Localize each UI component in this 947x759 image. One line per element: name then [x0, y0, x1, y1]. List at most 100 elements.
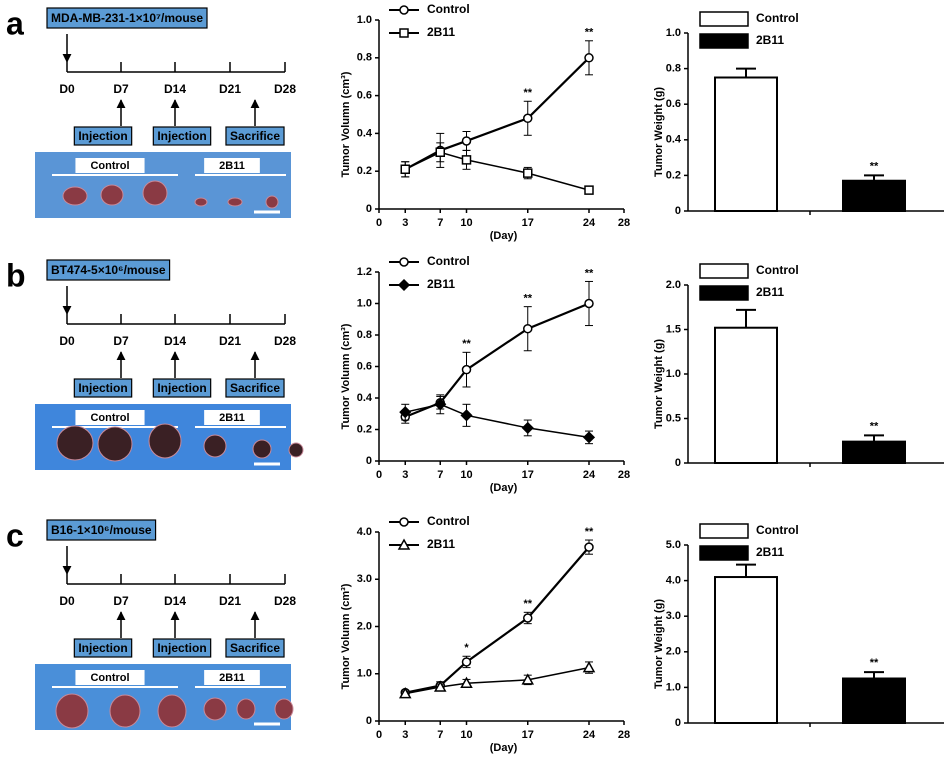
event-label: Injection: [157, 129, 206, 143]
y-tick-label: 0: [675, 717, 681, 729]
y-tick-label: 5.0: [666, 539, 681, 551]
tumor: [142, 180, 168, 206]
legend-label: 2B11: [427, 277, 455, 291]
series-line: [404, 302, 590, 418]
series-line: [404, 57, 590, 171]
bar: [842, 677, 906, 724]
row: a MDA-MB-231-1×10⁷/mouse D0 D7 D14 D21 D28 Inje…: [6, 2, 944, 242]
y-tick-label: 2.0: [357, 620, 372, 632]
y-tick-label: 1.0: [357, 297, 372, 309]
significance: **: [870, 420, 879, 432]
event-box: [152, 126, 212, 146]
y-tick-label: 1.2: [357, 266, 372, 278]
x-tick-label: 0: [376, 217, 382, 229]
photo-label: Control: [90, 160, 129, 172]
event-label: Injection: [78, 129, 127, 143]
y-axis-label: Tumor Weight (g): [653, 599, 665, 689]
tumor: [288, 442, 304, 458]
x-tick-label: 10: [460, 729, 472, 741]
marker: [398, 687, 412, 699]
series-line: [405, 546, 590, 694]
tumor: [56, 425, 94, 461]
y-tick-label: 2.0: [666, 279, 681, 291]
error-bar: [736, 308, 756, 328]
tumor: [55, 693, 89, 729]
y-tick-label: 0: [675, 457, 681, 469]
marker: [584, 53, 594, 63]
bar: [714, 76, 778, 212]
photo-label-box: [204, 158, 260, 173]
tumor: [97, 426, 133, 462]
tumor: [236, 698, 256, 720]
x-tick-label: 24: [583, 217, 596, 229]
y-tick-label: 1.0: [666, 681, 681, 693]
marker: [584, 185, 594, 195]
y-tick-label: 0.2: [357, 165, 372, 177]
photo-label-box: [204, 410, 260, 425]
legend-label: 2B11: [756, 545, 784, 559]
y-tick-label: 3.0: [357, 573, 372, 585]
legend-label: Control: [756, 11, 799, 25]
timeline-label: D7: [113, 594, 129, 608]
marker: [461, 136, 472, 146]
y-tick-label: 1.5: [666, 323, 681, 335]
marker: [397, 538, 411, 550]
event-box: [152, 378, 212, 398]
legend-label: 2B11: [427, 537, 455, 551]
x-tick-label: 28: [618, 729, 630, 741]
x-axis-label: (Day): [490, 742, 518, 754]
event-label: Injection: [78, 381, 127, 395]
significance: **: [523, 293, 532, 305]
event-label: Sacrifice: [230, 641, 280, 655]
y-tick-label: 0.8: [666, 63, 681, 75]
tumor: [148, 423, 182, 459]
y-tick-label: 4.0: [357, 526, 372, 538]
y-tick-label: 0.8: [357, 329, 372, 341]
timeline-label: D21: [219, 594, 241, 608]
photo-label: Control: [90, 412, 129, 424]
y-axis-label: Tumor Volumn (cm³): [340, 71, 352, 177]
marker: [523, 323, 533, 334]
marker: [584, 298, 594, 309]
significance: *: [464, 642, 469, 654]
y-tick-label: 4.0: [666, 575, 681, 587]
y-tick-label: 0.2: [666, 169, 681, 181]
cell-line: B16-1×10⁶/mouse: [51, 523, 152, 537]
tumor: [203, 697, 227, 721]
x-tick-label: 10: [460, 469, 472, 481]
marker: [399, 517, 409, 527]
significance: **: [462, 338, 471, 350]
x-tick-label: 17: [522, 217, 534, 229]
legend-label: 2B11: [427, 25, 455, 39]
series-line: [405, 403, 590, 439]
y-axis-label: Tumor Volumn (cm³): [340, 323, 352, 429]
marker: [434, 398, 447, 411]
cell-line-box: [46, 259, 171, 281]
error-bar: [864, 671, 884, 679]
legend-label: 2B11: [756, 285, 784, 299]
marker: [461, 657, 472, 667]
event-box: [73, 638, 133, 658]
tumor: [227, 197, 243, 207]
x-tick-label: 3: [402, 217, 408, 229]
y-tick-label: 0.4: [666, 134, 682, 146]
tumor: [100, 184, 124, 206]
significance: **: [585, 526, 594, 538]
photo-label: 2B11: [219, 412, 245, 424]
legend-label: Control: [756, 263, 799, 277]
legend-label: Control: [427, 2, 470, 16]
x-tick-label: 17: [522, 729, 534, 741]
x-tick-label: 28: [618, 217, 630, 229]
legend-label: Control: [756, 523, 799, 537]
x-tick-label: 7: [437, 217, 443, 229]
photo-label: 2B11: [219, 672, 245, 684]
event-box: [73, 126, 133, 146]
legend-swatch: [699, 523, 749, 539]
timeline-label: D14: [164, 334, 186, 348]
error-bar: [864, 434, 884, 442]
legend-label: Control: [427, 254, 470, 268]
marker: [461, 364, 472, 375]
marker: [399, 406, 412, 419]
y-tick-label: 1.0: [357, 668, 372, 680]
